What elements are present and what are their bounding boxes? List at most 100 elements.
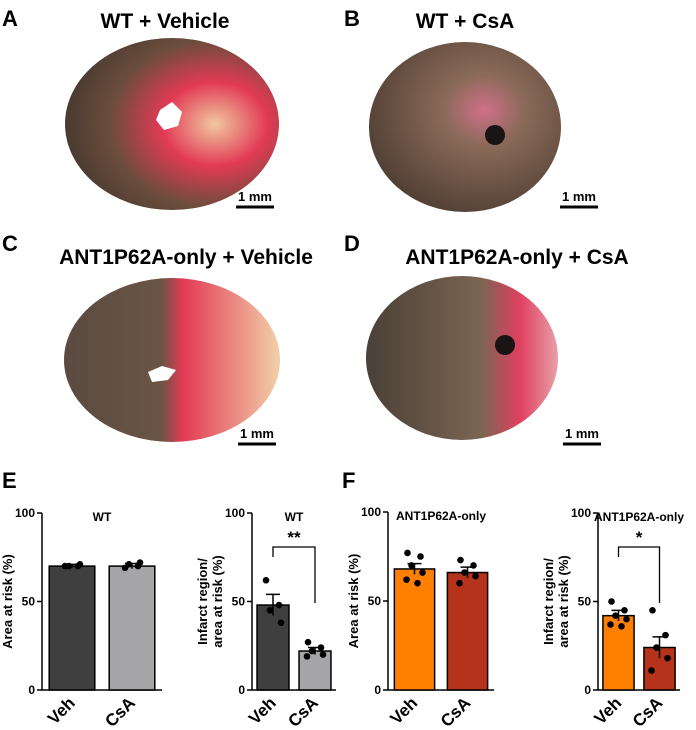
y-tick-label: 100: [15, 506, 35, 520]
panel-letter: E: [2, 468, 17, 493]
panel-letter: F: [342, 468, 355, 493]
data-point: [623, 615, 630, 623]
photo-panel-a: A WT + Vehicle 1 mm: [2, 6, 279, 210]
data-point: [417, 553, 424, 560]
scale-label: 1 mm: [562, 189, 596, 204]
photo-panel-d: D ANT1P62A-only + CsA 1 mm: [344, 231, 629, 446]
bar-chart: WT Infarct region/area at risk (%) 0 50 100 V…: [195, 506, 336, 730]
data-point: [419, 569, 426, 576]
panel-title: ANT1P62A-only + Vehicle: [59, 246, 313, 269]
lumen: [485, 125, 505, 145]
y-tick-label: 100: [361, 505, 381, 519]
x-tick-label: CsA: [101, 693, 138, 730]
panel-title: WT + CsA: [416, 10, 515, 33]
bar: [446, 571, 489, 691]
error-bar: [266, 593, 280, 616]
data-point: [456, 579, 463, 587]
y-tick-label: 100: [225, 506, 245, 520]
panel-letter: B: [344, 6, 360, 31]
scale-label: 1 mm: [238, 189, 272, 204]
significance-bracket: [617, 546, 661, 603]
x-tick-label: Veh: [245, 693, 280, 728]
y-axis-label: Area at risk (%): [346, 554, 361, 649]
data-point: [408, 562, 415, 569]
data-point: [649, 607, 656, 614]
significance-label: *: [636, 528, 643, 547]
photo-panel-b: B WT + CsA 1 mm: [344, 6, 598, 212]
bar-chart: WT Area at risk (%) 0 50 100 Veh CsA: [0, 506, 162, 730]
bar: [108, 565, 156, 691]
data-point: [404, 549, 411, 557]
chart-title: ANT1P62A-only: [396, 509, 486, 523]
y-axis-label: area at risk (%): [210, 555, 225, 648]
data-point: [65, 562, 73, 570]
scale-label: 1 mm: [240, 426, 274, 441]
data-point: [319, 651, 327, 658]
data-point: [662, 631, 669, 639]
scale-label: 1 mm: [565, 426, 599, 441]
x-tick-label: CsA: [437, 693, 474, 730]
y-tick-label: 50: [578, 595, 592, 609]
panel-letter: C: [2, 231, 18, 256]
significance-bracket: [272, 546, 316, 603]
data-point: [277, 619, 285, 627]
photo-panel-c: C ANT1P62A-only + Vehicle 1 mm: [2, 231, 313, 446]
y-tick-label: 0: [238, 683, 245, 697]
data-point: [317, 644, 325, 651]
chart-title: WT: [285, 510, 304, 524]
data-point: [621, 607, 628, 614]
y-axis-label: area at risk (%): [556, 555, 571, 648]
y-tick-label: 0: [584, 683, 591, 697]
chart-title: ANT1P62A-only: [594, 510, 684, 524]
data-point: [664, 654, 671, 662]
data-point: [612, 612, 619, 619]
panel-title: ANT1P62A-only + CsA: [405, 246, 628, 269]
bar-chart: ANT1P62A-only Infarct region/area at risk…: [541, 506, 684, 730]
data-point: [76, 561, 84, 568]
bar: [393, 568, 436, 691]
data-point: [262, 576, 270, 584]
data-point: [457, 556, 464, 564]
y-tick-label: 50: [22, 595, 36, 609]
x-tick-label: Veh: [387, 693, 422, 728]
panel-title: WT + Vehicle: [101, 10, 230, 33]
data-point: [618, 622, 625, 630]
data-point: [266, 607, 274, 614]
data-point: [304, 638, 312, 646]
bar: [256, 604, 290, 691]
bar: [602, 614, 635, 691]
bar-chart: ANT1P62A-only Area at risk (%) 0 50 100 Veh Cs…: [346, 505, 494, 730]
heart-image: [366, 276, 558, 440]
data-point: [303, 653, 311, 660]
lumen: [495, 335, 515, 355]
heart-image: [64, 278, 280, 442]
x-tick-label: CsA: [629, 693, 666, 730]
data-point: [414, 579, 421, 587]
y-axis-label: Infarct region/: [541, 558, 556, 645]
data-point: [275, 601, 283, 609]
data-point: [136, 559, 144, 566]
data-point: [125, 561, 133, 568]
significance-label: **: [287, 528, 301, 547]
y-tick-label: 100: [571, 506, 591, 520]
data-point: [308, 647, 316, 655]
y-tick-label: 50: [368, 594, 382, 608]
y-axis-label: Infarct region/: [195, 558, 210, 645]
y-tick-label: 50: [232, 595, 246, 609]
lumen: [156, 102, 182, 130]
x-tick-label: Veh: [591, 693, 626, 728]
data-point: [648, 667, 655, 674]
chart-title: WT: [93, 510, 112, 524]
data-point: [472, 572, 479, 580]
data-point: [461, 569, 468, 576]
bar: [48, 565, 96, 691]
x-tick-label: Veh: [44, 693, 79, 728]
y-tick-label: 0: [28, 683, 35, 697]
y-tick-label: 0: [374, 683, 381, 697]
data-point: [403, 576, 410, 583]
x-tick-label: CsA: [284, 693, 321, 730]
data-point: [653, 644, 660, 651]
heart-image: [369, 42, 561, 212]
data-point: [608, 598, 615, 605]
